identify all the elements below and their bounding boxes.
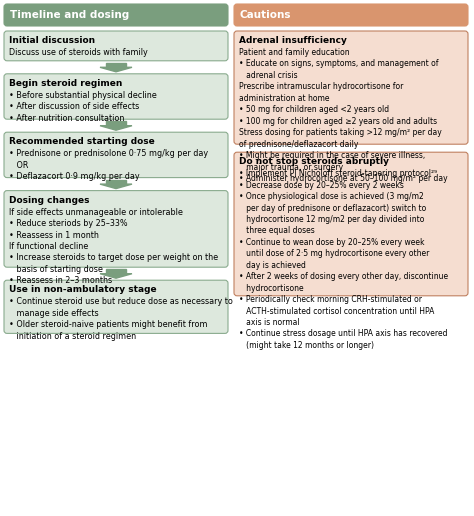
FancyBboxPatch shape bbox=[4, 132, 228, 178]
Text: Cautions: Cautions bbox=[240, 10, 292, 20]
Polygon shape bbox=[100, 67, 132, 72]
FancyBboxPatch shape bbox=[4, 74, 228, 119]
FancyBboxPatch shape bbox=[4, 4, 228, 26]
Polygon shape bbox=[106, 63, 126, 67]
Text: • Continue steroid use but reduce dose as necessary to
   manage side effects
• : • Continue steroid use but reduce dose a… bbox=[9, 297, 233, 341]
Text: Discuss use of steroids with family: Discuss use of steroids with family bbox=[9, 48, 148, 57]
Text: Timeline and dosing: Timeline and dosing bbox=[10, 10, 129, 20]
Text: Recommended starting dose: Recommended starting dose bbox=[9, 137, 155, 146]
Text: Do not stop steroids abruptly: Do not stop steroids abruptly bbox=[239, 157, 389, 166]
Text: Dosing changes: Dosing changes bbox=[9, 196, 90, 205]
FancyBboxPatch shape bbox=[234, 152, 468, 296]
Text: Use in non-ambulatory stage: Use in non-ambulatory stage bbox=[9, 285, 156, 294]
FancyBboxPatch shape bbox=[4, 280, 228, 333]
Text: • Implement PJ Nicholoff steroid-tapering protocol²⁹
• Decrease dose by 20–25% e: • Implement PJ Nicholoff steroid-taperin… bbox=[239, 169, 448, 350]
Polygon shape bbox=[106, 180, 126, 184]
Text: • Prednisone or prednisolone 0·75 mg/kg per day
   OR
• Deflazacort 0·9 mg/kg pe: • Prednisone or prednisolone 0·75 mg/kg … bbox=[9, 149, 208, 181]
Text: If side effects unmanageable or intolerable
• Reduce steriods by 25–33%
• Reasse: If side effects unmanageable or intolera… bbox=[9, 207, 218, 285]
Polygon shape bbox=[106, 121, 126, 126]
Polygon shape bbox=[100, 126, 132, 130]
Polygon shape bbox=[100, 273, 132, 278]
Text: Patient and family education
• Educate on signs, symptoms, and management of
   : Patient and family education • Educate o… bbox=[239, 48, 447, 183]
Text: Begin steroid regimen: Begin steroid regimen bbox=[9, 79, 122, 88]
FancyBboxPatch shape bbox=[234, 31, 468, 144]
FancyBboxPatch shape bbox=[4, 31, 228, 61]
Polygon shape bbox=[106, 269, 126, 273]
Polygon shape bbox=[100, 184, 132, 189]
Text: Initial discussion: Initial discussion bbox=[9, 36, 95, 45]
Text: Adrenal insufficiency: Adrenal insufficiency bbox=[239, 36, 347, 45]
FancyBboxPatch shape bbox=[4, 190, 228, 267]
FancyBboxPatch shape bbox=[234, 4, 468, 26]
Text: • Before substantial physical decline
• After discussion of side effects
• After: • Before substantial physical decline • … bbox=[9, 91, 157, 123]
